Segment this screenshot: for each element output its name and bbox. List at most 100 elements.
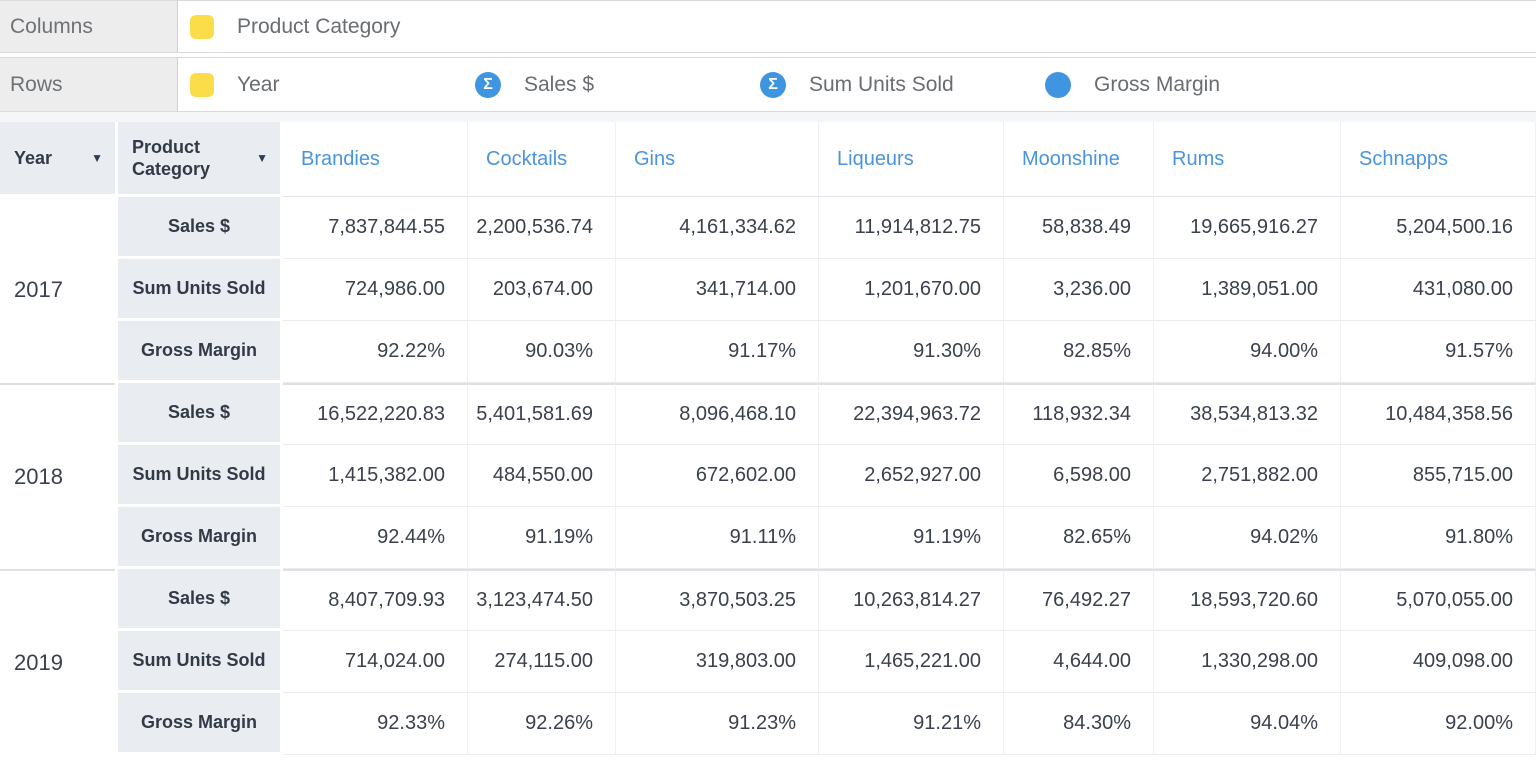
- data-cell[interactable]: 91.19%: [467, 507, 615, 569]
- chevron-down-icon[interactable]: ▼: [91, 151, 103, 166]
- data-cell[interactable]: 92.26%: [467, 693, 615, 755]
- data-cell[interactable]: 7,837,844.55: [283, 197, 467, 259]
- category-header-cocktails[interactable]: Cocktails: [467, 122, 615, 197]
- data-cell[interactable]: 3,870,503.25: [615, 569, 818, 631]
- year-cell-2018[interactable]: 2018: [0, 383, 115, 569]
- shelf-item-sales[interactable]: Σ Sales $: [463, 72, 748, 98]
- shelf-item-year[interactable]: Year: [178, 73, 463, 97]
- metric-cell-margin[interactable]: Gross Margin: [115, 321, 283, 383]
- data-cell[interactable]: 94.00%: [1153, 321, 1340, 383]
- year-header-label: Year: [14, 147, 52, 170]
- data-cell[interactable]: 2,652,927.00: [818, 445, 1003, 507]
- category-header-schnapps[interactable]: Schnapps: [1340, 122, 1536, 197]
- sigma-sum-icon: Σ: [760, 72, 786, 98]
- data-cell[interactable]: 672,602.00: [615, 445, 818, 507]
- data-cell[interactable]: 2,751,882.00: [1153, 445, 1340, 507]
- category-header-rums[interactable]: Rums: [1153, 122, 1340, 197]
- category-header-liqueurs[interactable]: Liqueurs: [818, 122, 1003, 197]
- data-cell[interactable]: 3,236.00: [1003, 259, 1153, 321]
- table-row: Sum Units Sold 1,415,382.00 484,550.00 6…: [0, 445, 1536, 507]
- columns-shelf-label: Columns: [0, 1, 178, 52]
- data-cell[interactable]: 1,330,298.00: [1153, 631, 1340, 693]
- data-cell[interactable]: 16,522,220.83: [283, 383, 467, 445]
- metric-cell-sales[interactable]: Sales $: [115, 569, 283, 631]
- shelf-item-gross-margin[interactable]: Gross Margin: [1033, 72, 1318, 98]
- data-cell[interactable]: 90.03%: [467, 321, 615, 383]
- metric-cell-margin[interactable]: Gross Margin: [115, 693, 283, 755]
- shelf-item-sum-units-sold[interactable]: Σ Sum Units Sold: [748, 72, 1033, 98]
- data-cell[interactable]: 18,593,720.60: [1153, 569, 1340, 631]
- data-cell[interactable]: 274,115.00: [467, 631, 615, 693]
- data-cell[interactable]: 82.65%: [1003, 507, 1153, 569]
- data-cell[interactable]: 4,644.00: [1003, 631, 1153, 693]
- data-cell[interactable]: 1,201,670.00: [818, 259, 1003, 321]
- year-cell-2019[interactable]: 2019: [0, 569, 115, 755]
- metric-cell-units[interactable]: Sum Units Sold: [115, 259, 283, 321]
- data-cell[interactable]: 431,080.00: [1340, 259, 1536, 321]
- data-cell[interactable]: 4,161,334.62: [615, 197, 818, 259]
- data-cell[interactable]: 10,484,358.56: [1340, 383, 1536, 445]
- metric-cell-margin[interactable]: Gross Margin: [115, 507, 283, 569]
- data-cell[interactable]: 91.23%: [615, 693, 818, 755]
- data-cell[interactable]: 38,534,813.32: [1153, 383, 1340, 445]
- data-cell[interactable]: 76,492.27: [1003, 569, 1153, 631]
- metric-cell-units[interactable]: Sum Units Sold: [115, 631, 283, 693]
- data-cell[interactable]: 484,550.00: [467, 445, 615, 507]
- year-cell-2017[interactable]: 2017: [0, 197, 115, 383]
- data-cell[interactable]: 91.19%: [818, 507, 1003, 569]
- year-column-header[interactable]: Year ▼: [0, 122, 115, 197]
- data-cell[interactable]: 319,803.00: [615, 631, 818, 693]
- product-category-column-header[interactable]: Product Category▼: [115, 122, 283, 197]
- header-row: Year ▼ Product Category▼ Brandies Cocktai…: [0, 122, 1536, 197]
- data-cell[interactable]: 5,070,055.00: [1340, 569, 1536, 631]
- data-cell[interactable]: 11,914,812.75: [818, 197, 1003, 259]
- data-cell[interactable]: 5,204,500.16: [1340, 197, 1536, 259]
- data-cell[interactable]: 58,838.49: [1003, 197, 1153, 259]
- shelf-item-product-category[interactable]: Product Category: [178, 15, 463, 39]
- data-cell[interactable]: 855,715.00: [1340, 445, 1536, 507]
- data-cell[interactable]: 92.22%: [283, 321, 467, 383]
- category-header-brandies[interactable]: Brandies: [283, 122, 467, 197]
- data-cell[interactable]: 3,123,474.50: [467, 569, 615, 631]
- data-cell[interactable]: 91.57%: [1340, 321, 1536, 383]
- data-cell[interactable]: 1,465,221.00: [818, 631, 1003, 693]
- data-cell[interactable]: 82.85%: [1003, 321, 1153, 383]
- data-cell[interactable]: 724,986.00: [283, 259, 467, 321]
- chevron-down-icon[interactable]: ▼: [256, 151, 268, 166]
- metric-cell-sales[interactable]: Sales $: [115, 383, 283, 445]
- data-cell[interactable]: 409,098.00: [1340, 631, 1536, 693]
- data-cell[interactable]: 91.80%: [1340, 507, 1536, 569]
- data-cell[interactable]: 92.33%: [283, 693, 467, 755]
- data-cell[interactable]: 94.04%: [1153, 693, 1340, 755]
- metric-cell-units[interactable]: Sum Units Sold: [115, 445, 283, 507]
- data-cell[interactable]: 91.11%: [615, 507, 818, 569]
- data-cell[interactable]: 91.21%: [818, 693, 1003, 755]
- data-cell[interactable]: 118,932.34: [1003, 383, 1153, 445]
- data-cell[interactable]: 91.30%: [818, 321, 1003, 383]
- data-cell[interactable]: 10,263,814.27: [818, 569, 1003, 631]
- data-cell[interactable]: 714,024.00: [283, 631, 467, 693]
- data-cell[interactable]: 8,407,709.93: [283, 569, 467, 631]
- data-cell[interactable]: 92.44%: [283, 507, 467, 569]
- shelf-item-label: Year: [237, 73, 279, 97]
- data-cell[interactable]: 91.17%: [615, 321, 818, 383]
- table-row: 2018 Sales $ 16,522,220.83 5,401,581.69 …: [0, 383, 1536, 445]
- data-cell[interactable]: 341,714.00: [615, 259, 818, 321]
- data-cell[interactable]: 6,598.00: [1003, 445, 1153, 507]
- category-header-gins[interactable]: Gins: [615, 122, 818, 197]
- data-cell[interactable]: 92.00%: [1340, 693, 1536, 755]
- table-row: 2019 Sales $ 8,407,709.93 3,123,474.50 3…: [0, 569, 1536, 631]
- category-header-moonshine[interactable]: Moonshine: [1003, 122, 1153, 197]
- data-cell[interactable]: 2,200,536.74: [467, 197, 615, 259]
- data-cell[interactable]: 94.02%: [1153, 507, 1340, 569]
- metric-cell-sales[interactable]: Sales $: [115, 197, 283, 259]
- data-cell[interactable]: 5,401,581.69: [467, 383, 615, 445]
- data-cell[interactable]: 84.30%: [1003, 693, 1153, 755]
- data-cell[interactable]: 19,665,916.27: [1153, 197, 1340, 259]
- data-cell[interactable]: 1,389,051.00: [1153, 259, 1340, 321]
- data-cell[interactable]: 1,415,382.00: [283, 445, 467, 507]
- table-row: Gross Margin 92.33% 92.26% 91.23% 91.21%…: [0, 693, 1536, 755]
- data-cell[interactable]: 22,394,963.72: [818, 383, 1003, 445]
- data-cell[interactable]: 8,096,468.10: [615, 383, 818, 445]
- data-cell[interactable]: 203,674.00: [467, 259, 615, 321]
